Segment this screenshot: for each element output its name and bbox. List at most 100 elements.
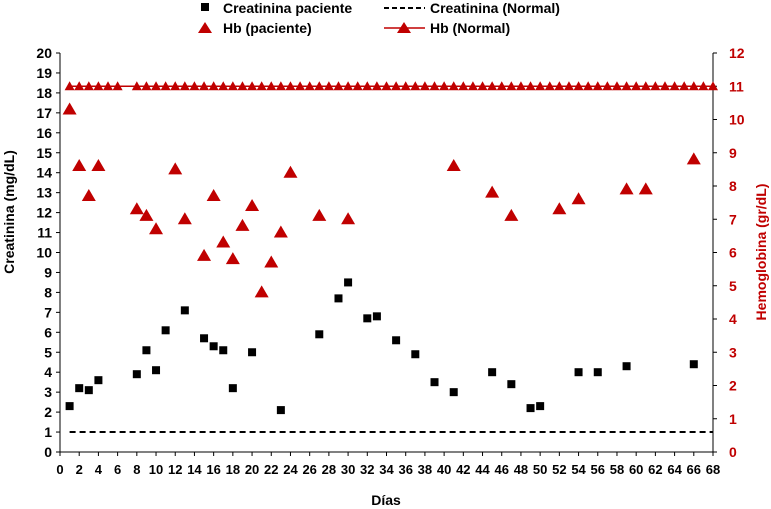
legend-marker-hb-patient — [198, 22, 212, 33]
creatinine-patient-point — [94, 376, 103, 385]
x-tick-label: 60 — [629, 462, 643, 477]
x-tick-label: 10 — [149, 462, 163, 477]
hb-normal-point — [410, 81, 421, 91]
left-tick-label: 0 — [44, 444, 52, 460]
left-tick-label: 1 — [44, 424, 52, 440]
right-tick-label: 4 — [729, 311, 737, 327]
hb-patient-point — [619, 182, 634, 195]
x-tick-label: 48 — [514, 462, 528, 477]
hb-normal-point — [679, 81, 690, 91]
hb-normal-point — [583, 81, 594, 91]
creatinine-patient-point — [219, 346, 228, 355]
hb-patient-point — [149, 222, 164, 235]
hb-normal-point — [477, 81, 488, 91]
hb-normal-point — [602, 81, 613, 91]
x-tick-label: 44 — [475, 462, 490, 477]
creatinine-patient-point — [488, 368, 497, 377]
right-tick-label: 2 — [729, 378, 737, 394]
hb-normal-point — [515, 81, 526, 91]
hb-normal-point — [535, 81, 546, 91]
hb-normal-point — [275, 81, 286, 91]
legend-marker-hb-normal — [397, 22, 411, 33]
hb-patient-point — [206, 188, 221, 201]
hb-normal-point — [506, 81, 517, 91]
hb-normal-point — [487, 81, 498, 91]
hb-patient-point — [91, 159, 106, 172]
hb-normal-point — [448, 81, 459, 91]
creatinine-patient-point — [372, 312, 381, 321]
right-tick-label: 5 — [729, 278, 737, 294]
x-tick-label: 66 — [687, 462, 701, 477]
left-tick-label: 3 — [44, 384, 52, 400]
creatinine-patient-point — [526, 404, 535, 413]
hb-normal-point — [371, 81, 382, 91]
left-tick-label: 5 — [44, 344, 52, 360]
hb-normal-point — [170, 81, 181, 91]
right-tick-label: 6 — [729, 245, 737, 261]
x-axis-title: Días — [371, 492, 401, 508]
hb-patient-point — [81, 188, 96, 201]
hb-patient-point — [504, 208, 519, 221]
hb-normal-point — [611, 81, 622, 91]
hb-patient-point — [312, 208, 327, 221]
hb-normal-point — [256, 81, 267, 91]
hb-patient-point — [341, 212, 356, 225]
hb-normal-point — [247, 81, 258, 91]
hb-patient-point — [72, 159, 87, 172]
left-tick-label: 8 — [44, 284, 52, 300]
hb-normal-point — [688, 81, 699, 91]
hb-patient-point — [139, 208, 154, 221]
creatinine-patient-point — [152, 366, 161, 375]
hb-normal-point — [285, 81, 296, 91]
hb-normal-point — [631, 81, 642, 91]
left-tick-label: 20 — [36, 45, 52, 61]
x-tick-label: 40 — [437, 462, 451, 477]
hb-normal-point — [218, 81, 229, 91]
creatinine-patient-point — [180, 306, 189, 315]
hb-normal-point — [467, 81, 478, 91]
creatinine-patient-point — [65, 402, 74, 411]
right-tick-label: 3 — [729, 344, 737, 360]
creatinine-patient-point — [344, 278, 353, 287]
hb-normal-point — [64, 81, 75, 91]
hb-normal-point — [419, 81, 430, 91]
hb-patient-point — [552, 202, 567, 215]
hb-normal-point — [227, 81, 238, 91]
x-tick-label: 4 — [95, 462, 103, 477]
legend-label-hb-patient: Hb (paciente) — [223, 20, 312, 36]
right-axis-title: Hemoglobina (gr/dL) — [753, 184, 769, 321]
hb-normal-point — [333, 81, 344, 91]
creatinine-patient-point — [689, 360, 698, 369]
hb-normal-point — [199, 81, 210, 91]
x-tick-label: 46 — [495, 462, 509, 477]
creatinine-patient-point — [334, 294, 343, 303]
creatinine-patient-point — [84, 386, 93, 395]
left-tick-label: 12 — [36, 205, 52, 221]
legend-marker-creatinine — [201, 3, 209, 11]
x-tick-label: 0 — [56, 462, 63, 477]
creatinine-patient-point — [574, 368, 583, 377]
hb-normal-point — [295, 81, 306, 91]
hb-patient-point — [168, 162, 183, 175]
hb-normal-point — [698, 81, 709, 91]
x-tick-label: 56 — [591, 462, 605, 477]
creatinine-patient-point — [449, 388, 458, 397]
x-tick-label: 42 — [456, 462, 470, 477]
hb-normal-point — [151, 81, 162, 91]
hb-patient-point — [686, 152, 701, 165]
right-tick-label: 9 — [729, 145, 737, 161]
creatinine-patient-point — [142, 346, 151, 355]
x-tick-label: 68 — [706, 462, 720, 477]
x-tick-label: 28 — [322, 462, 336, 477]
hb-normal-point — [708, 81, 718, 91]
hb-normal-point — [621, 81, 632, 91]
right-tick-label: 11 — [729, 78, 744, 94]
creatinine-patient-point — [248, 348, 257, 357]
hb-normal-point — [458, 81, 469, 91]
x-tick-label: 20 — [245, 462, 259, 477]
hb-normal-point — [429, 81, 440, 91]
hb-normal-point — [141, 81, 152, 91]
left-tick-label: 10 — [36, 245, 52, 261]
hb-normal-point — [362, 81, 373, 91]
axes — [59, 53, 714, 453]
